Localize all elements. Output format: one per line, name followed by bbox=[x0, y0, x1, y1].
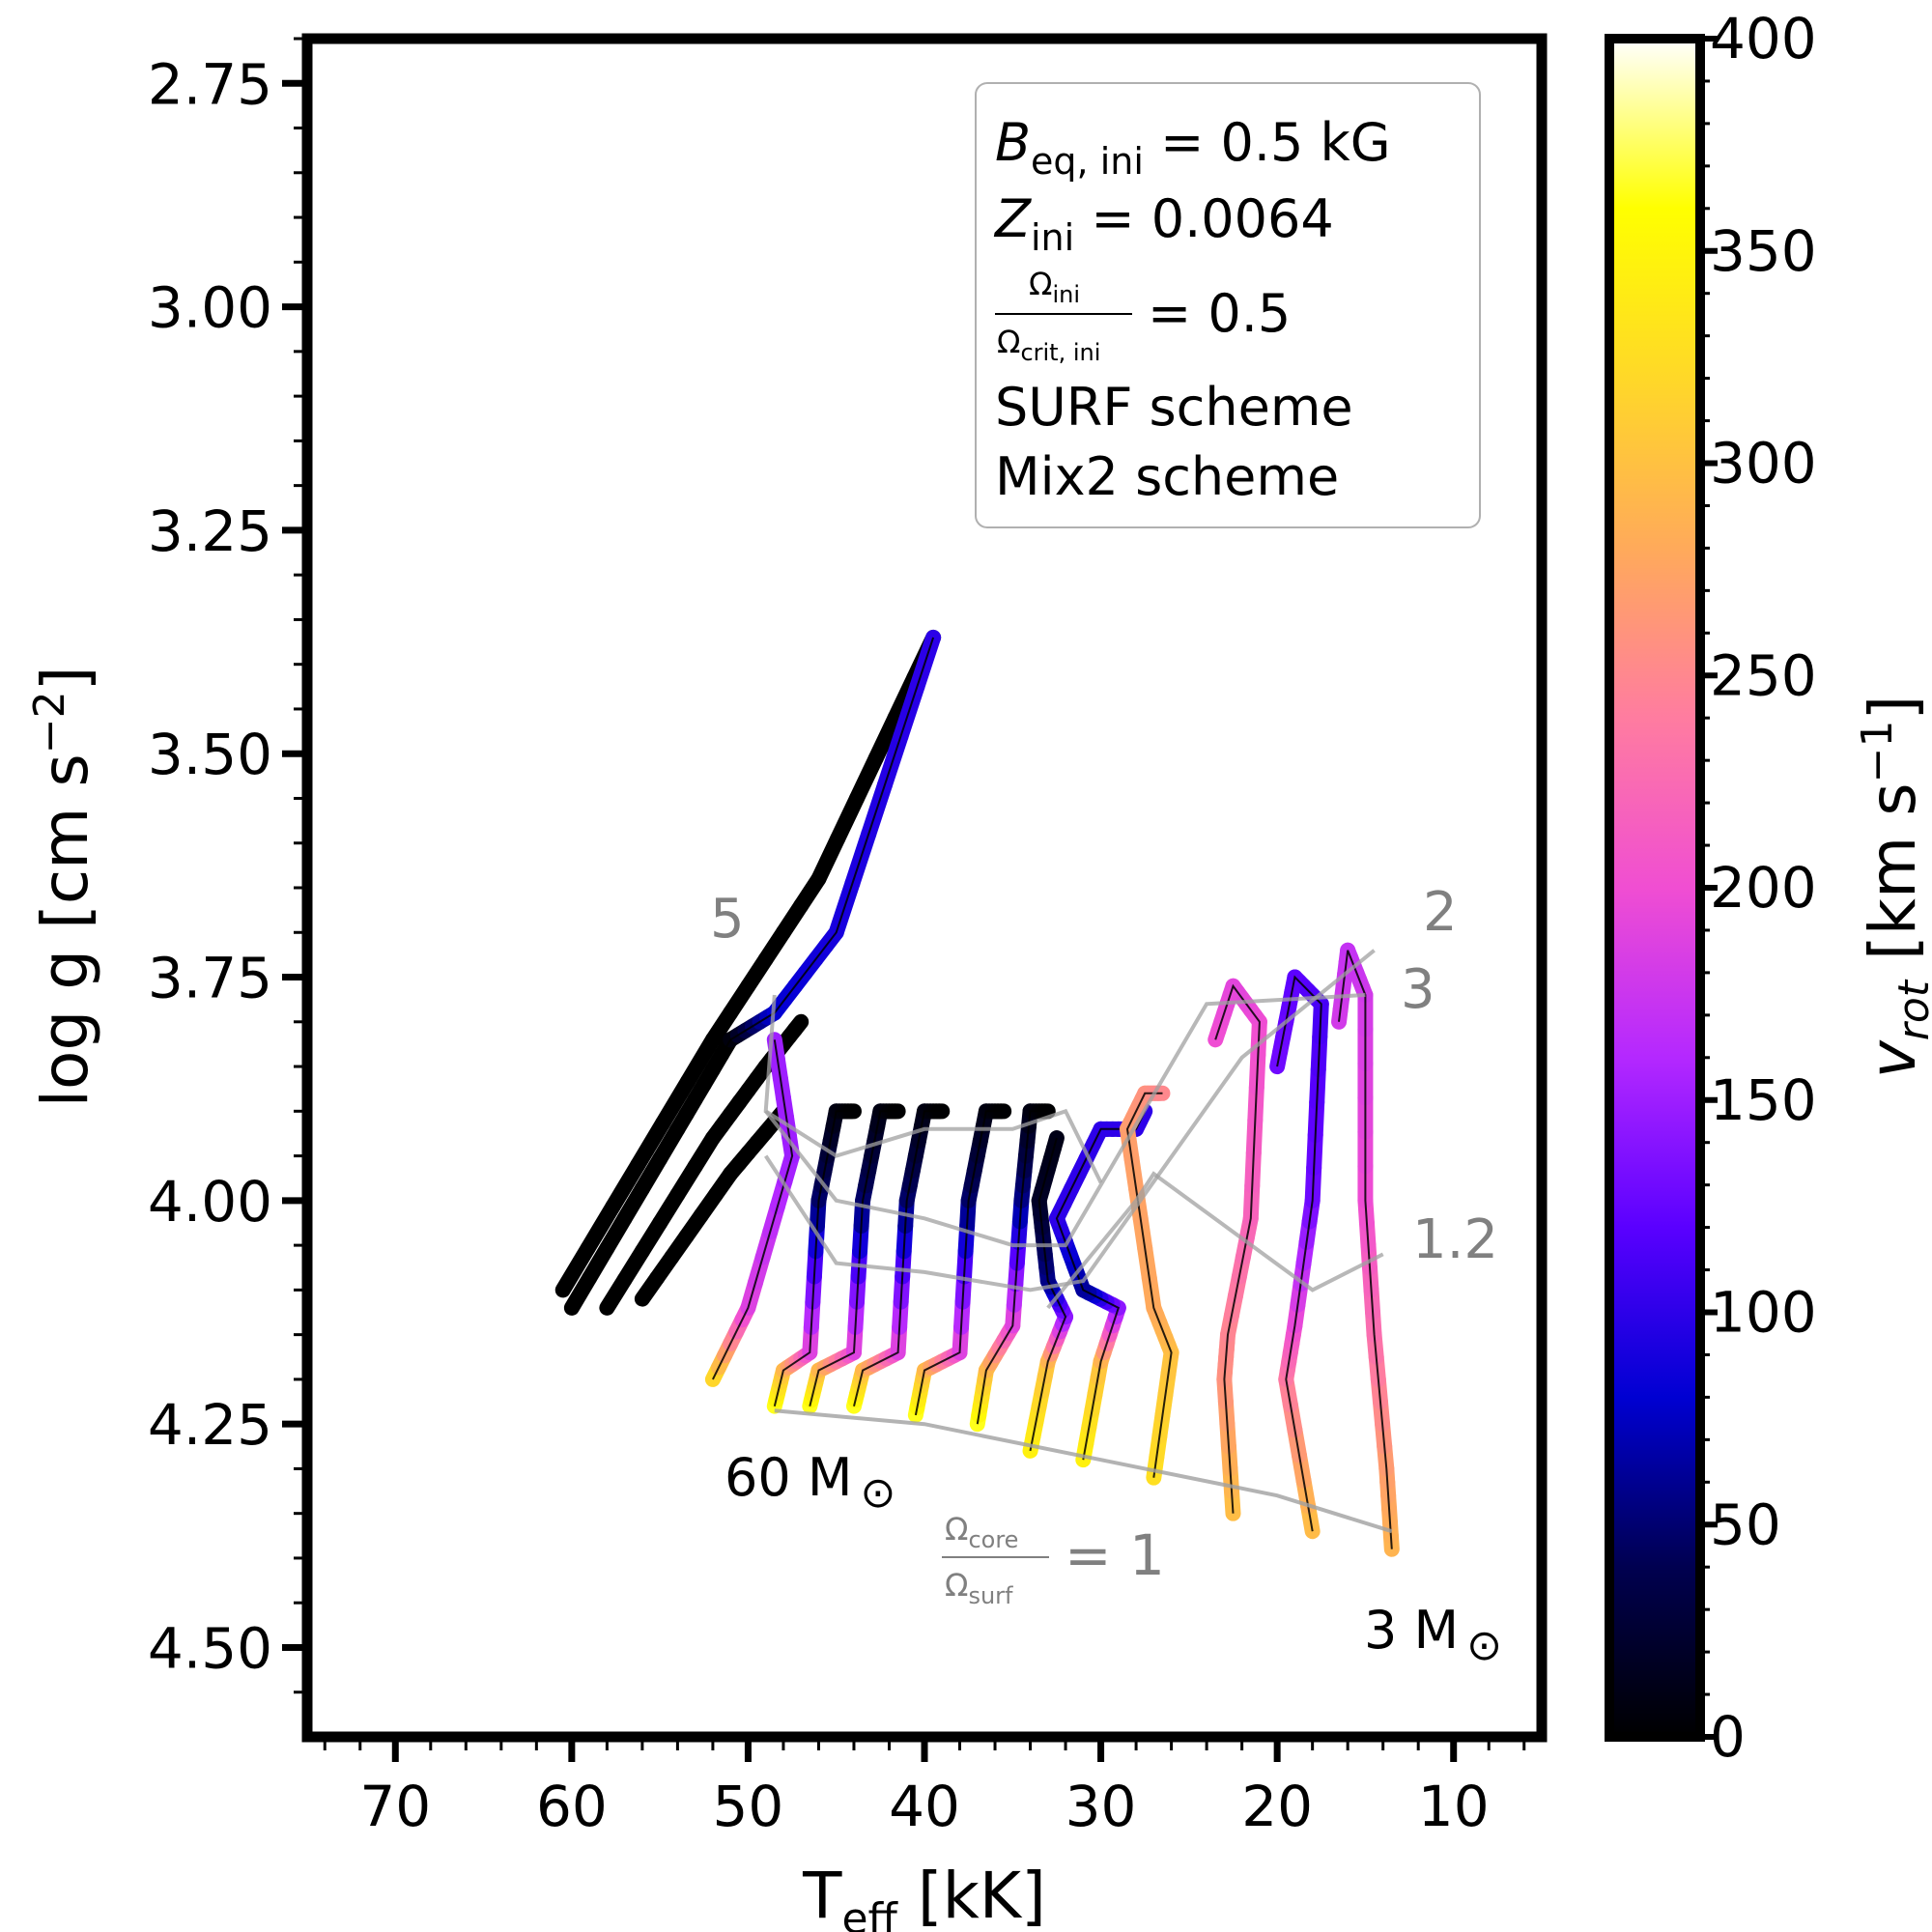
colorbar-tick-label: 300 bbox=[1710, 431, 1817, 497]
track-centerline bbox=[1214, 983, 1261, 1514]
track-60-msun bbox=[554, 629, 942, 1298]
colorbar-tick-label: 50 bbox=[1710, 1492, 1781, 1557]
isocontours bbox=[763, 949, 1393, 1534]
isocontour-3 bbox=[764, 993, 1366, 1248]
track-centerline bbox=[1125, 1092, 1173, 1478]
track-centerline bbox=[853, 1110, 943, 1406]
iso-core-value: = 1 bbox=[1065, 1522, 1165, 1588]
y-tick-label: 3.00 bbox=[148, 275, 272, 341]
iso-core-denominator: Ωsurf bbox=[945, 1567, 1013, 1609]
x-tick-label: 40 bbox=[889, 1774, 960, 1839]
track-5-msun bbox=[1208, 978, 1267, 1521]
iso-label-2: 2 bbox=[1423, 881, 1458, 944]
track-4-msun bbox=[1269, 969, 1329, 1540]
x-axis-ticks: 70 60 50 40 30 20 10 bbox=[323, 1737, 1526, 1839]
y-tick-label: 4.50 bbox=[148, 1615, 272, 1681]
x-tick-label: 70 bbox=[359, 1774, 431, 1839]
colorbar-tick-label: 400 bbox=[1710, 6, 1817, 71]
track-centerline bbox=[561, 637, 935, 1291]
track-20-msun bbox=[845, 1103, 951, 1414]
iso-core-numerator: Ωcore bbox=[945, 1511, 1018, 1553]
iso-label-5: 5 bbox=[710, 888, 745, 951]
colorbar-tick-label: 200 bbox=[1710, 855, 1817, 921]
x-tick-label: 30 bbox=[1065, 1774, 1137, 1839]
y-axis-label: log g [cm s−2] bbox=[25, 667, 102, 1108]
iso-label-1-2: 1.2 bbox=[1412, 1208, 1498, 1271]
track-centerline bbox=[809, 1110, 898, 1406]
legend-mix-scheme: Mix2 scheme bbox=[995, 446, 1339, 507]
x-axis-label: Teff [kK] bbox=[802, 1859, 1046, 1932]
legend-omega-denominator: Ωcrit, ini bbox=[997, 324, 1100, 366]
annotations: 60 M ⊙ 3 M ⊙ Ωcore Ωsurf = 1 5 2 3 1.2 bbox=[710, 881, 1502, 1670]
legend-surf-scheme: SURF scheme bbox=[995, 377, 1353, 438]
isocontour-2 bbox=[764, 949, 1376, 1293]
track-centerline bbox=[641, 1110, 784, 1300]
x-tick-label: 60 bbox=[536, 1774, 608, 1839]
colorbar-tick-label: 0 bbox=[1710, 1704, 1746, 1770]
colorbar-gradient bbox=[1605, 34, 1705, 1742]
track-25-msun bbox=[802, 1103, 906, 1414]
isocontour-core-surf-1 bbox=[774, 1408, 1393, 1534]
colorbar: 0 50 100 150 200 250 300 350 400 vrot [km s−1] bbox=[1605, 6, 1932, 1770]
colorbar-ticks: 0 50 100 150 200 250 300 350 400 bbox=[1700, 6, 1817, 1770]
legend-omega-value: = 0.5 bbox=[1148, 283, 1291, 344]
y-tick-label: 4.00 bbox=[148, 1169, 272, 1235]
y-tick-label: 3.50 bbox=[148, 722, 272, 787]
track-centerline bbox=[606, 1021, 802, 1309]
colorbar-tick-label: 250 bbox=[1710, 642, 1817, 708]
track-centerline bbox=[773, 1110, 854, 1406]
track-30-msun bbox=[766, 1103, 862, 1414]
track-45-msun bbox=[634, 1103, 791, 1307]
track-55-msun bbox=[563, 629, 942, 1316]
isocontour-1-2 bbox=[1046, 1171, 1384, 1310]
track-3-msun bbox=[1331, 942, 1400, 1557]
colorbar-tick-label: 350 bbox=[1710, 218, 1817, 284]
x-tick-label: 10 bbox=[1418, 1774, 1490, 1839]
y-tick-label: 3.75 bbox=[148, 946, 272, 1011]
track-centerline bbox=[712, 1039, 794, 1380]
mass-label-3: 3 M ⊙ bbox=[1364, 1600, 1502, 1670]
y-tick-label: 4.25 bbox=[148, 1392, 272, 1458]
track-centerline bbox=[976, 1110, 1048, 1425]
track-centerline bbox=[571, 637, 935, 1309]
colorbar-tick-label: 100 bbox=[1710, 1280, 1817, 1346]
legend-b-field: Beq, ini = 0.5 kG bbox=[995, 112, 1391, 183]
legend-omega-numerator: Ωini bbox=[1029, 266, 1080, 308]
colorbar-tick-label: 150 bbox=[1710, 1067, 1817, 1133]
track-centerline bbox=[914, 1110, 1005, 1416]
y-axis-ticks: 2.75 3.00 3.25 3.50 3.75 4.00 4.25 4.50 bbox=[148, 37, 307, 1694]
x-tick-label: 50 bbox=[713, 1774, 784, 1839]
legend-z: Zini = 0.0064 bbox=[993, 188, 1334, 259]
legend-box: Beq, ini = 0.5 kG Zini = 0.0064 Ωini Ωcr… bbox=[975, 82, 1481, 528]
track-centerline bbox=[1276, 975, 1322, 1532]
track-centerline bbox=[1338, 950, 1393, 1549]
legend-frame bbox=[975, 82, 1481, 528]
y-tick-label: 3.25 bbox=[148, 498, 272, 564]
evolution-tracks bbox=[554, 629, 1400, 1557]
iso-label-3: 3 bbox=[1401, 958, 1435, 1021]
y-tick-label: 2.75 bbox=[148, 51, 272, 117]
mass-label-60: 60 M ⊙ bbox=[724, 1447, 895, 1518]
plot-area bbox=[554, 629, 1400, 1557]
colorbar-label: vrot [km s−1] bbox=[1853, 696, 1932, 1079]
x-tick-label: 20 bbox=[1241, 1774, 1313, 1839]
track-7-msun bbox=[1119, 1085, 1179, 1486]
track-12-msun bbox=[969, 1103, 1056, 1433]
